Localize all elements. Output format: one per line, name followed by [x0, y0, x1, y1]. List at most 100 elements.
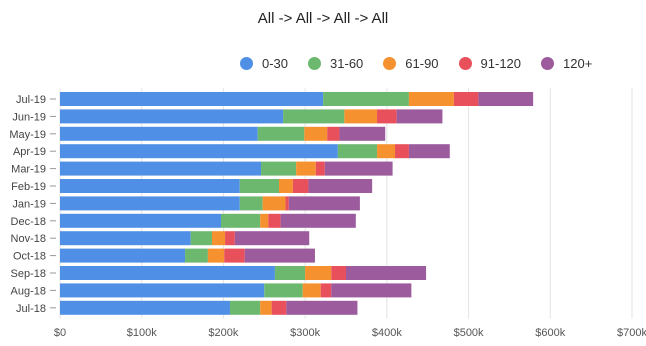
bar-segment[interactable] [377, 109, 397, 124]
bar-segment[interactable] [331, 266, 346, 280]
bar-segment[interactable] [280, 213, 356, 228]
y-tick-label: Jun-19 [12, 111, 46, 123]
bar-segment[interactable] [268, 213, 281, 228]
legend-label: 91-120 [480, 55, 522, 71]
bar-segment[interactable] [261, 161, 297, 176]
bar-segment[interactable] [324, 161, 393, 176]
bar-segment[interactable] [337, 144, 378, 159]
bar-segment[interactable] [60, 231, 191, 246]
bar-segment[interactable] [377, 144, 396, 159]
bar-segment[interactable] [244, 248, 315, 263]
legend-item[interactable]: 31-60 [308, 56, 363, 71]
bar-segment[interactable] [396, 109, 443, 124]
bar-segment[interactable] [292, 179, 309, 193]
bar-segment[interactable] [60, 109, 284, 124]
bar-segment[interactable] [260, 300, 272, 315]
bar-segment[interactable] [315, 161, 325, 176]
bar-segment[interactable] [60, 144, 338, 159]
bar-segment[interactable] [288, 196, 360, 211]
legend-item[interactable]: 61-90 [383, 55, 439, 71]
legend-swatch [383, 56, 397, 70]
y-tick-label: Aug-18 [11, 285, 46, 297]
bar-segment[interactable] [408, 92, 454, 106]
bar-segment[interactable] [274, 266, 306, 280]
x-tick-label: $100k [127, 327, 157, 339]
bar-segment[interactable] [60, 126, 258, 141]
bar-segment[interactable] [60, 300, 230, 315]
x-tick-label: $500k [454, 327, 484, 339]
x-tick-label: $300k [290, 327, 320, 339]
legend-swatch [458, 56, 472, 70]
bar-segment[interactable] [264, 283, 303, 298]
bar-segment[interactable] [190, 231, 212, 246]
y-tick-label: Jul-19 [16, 94, 46, 106]
x-tick-label: $700k [617, 327, 646, 339]
x-tick-label: $600k [535, 327, 565, 339]
legend-swatch [240, 56, 253, 70]
bar-segment[interactable] [453, 92, 479, 106]
bar-segment[interactable] [257, 126, 305, 141]
bar-segment[interactable] [239, 179, 279, 193]
legend-swatch [308, 56, 322, 70]
bar-segment[interactable] [339, 126, 386, 141]
bar-segment[interactable] [408, 144, 450, 159]
bar-segment[interactable] [271, 300, 287, 315]
bar-segment[interactable] [323, 92, 409, 106]
y-tick-label: Jul-18 [16, 303, 46, 315]
bar-segment[interactable] [211, 231, 226, 246]
legend-item[interactable]: 0-30 [240, 56, 288, 71]
bar-segment[interactable] [60, 283, 265, 298]
bar-segment[interactable] [320, 283, 332, 298]
bar-segment[interactable] [395, 144, 409, 159]
bar-segment[interactable] [60, 266, 275, 280]
bar-segment[interactable] [478, 92, 534, 106]
y-tick-label: Dec-18 [11, 216, 46, 228]
legend: 0-30 31-60 61-90 91-120 120+ [240, 53, 612, 73]
bar-segment[interactable] [185, 248, 208, 263]
bar-segment[interactable] [60, 213, 221, 228]
bar-segment[interactable] [283, 109, 345, 124]
y-tick-label: Nov-18 [11, 233, 46, 245]
y-tick-label: Mar-19 [11, 164, 46, 176]
bar-segment[interactable] [60, 161, 262, 176]
bar-segment[interactable] [207, 248, 225, 263]
legend-swatch [541, 56, 555, 70]
bar-segment[interactable] [225, 231, 235, 246]
bar-segment[interactable] [229, 300, 261, 315]
bar-segment[interactable] [308, 179, 373, 193]
bar-segment[interactable] [305, 266, 332, 280]
bar-segment[interactable] [285, 196, 289, 211]
bar-segment[interactable] [60, 179, 240, 193]
bar-segment[interactable] [239, 196, 263, 211]
legend-label: 0-30 [262, 55, 289, 71]
y-tick-label: May-19 [9, 129, 46, 141]
bar-segment[interactable] [304, 126, 328, 141]
bar-segment[interactable] [327, 126, 340, 141]
x-tick-label: $200k [208, 327, 238, 339]
bar-segment[interactable] [60, 248, 186, 263]
bar-segment[interactable] [260, 213, 269, 228]
y-tick-label: Sep-18 [11, 268, 46, 280]
bar-segment[interactable] [278, 179, 293, 193]
bar-segment[interactable] [344, 109, 378, 124]
bar-segment[interactable] [331, 283, 412, 298]
bar-segment[interactable] [224, 248, 245, 263]
bar-segment[interactable] [296, 161, 316, 176]
x-tick-label: $400k [372, 327, 402, 339]
bar-segment[interactable] [286, 300, 358, 315]
bar-segment[interactable] [60, 92, 324, 106]
legend-item[interactable]: 120+ [541, 56, 592, 71]
y-tick-label: Feb-19 [11, 181, 46, 193]
legend-label: 31-60 [330, 55, 364, 71]
legend-label: 61-90 [405, 55, 439, 71]
bar-segment[interactable] [262, 196, 286, 211]
legend-item[interactable]: 91-120 [458, 55, 522, 71]
y-tick-label: Jan-19 [12, 198, 46, 210]
bar-segment[interactable] [60, 196, 240, 211]
bar-segment[interactable] [302, 283, 321, 298]
bar-segment[interactable] [220, 213, 261, 228]
bar-segment[interactable] [346, 266, 427, 280]
bar-segment[interactable] [234, 231, 310, 246]
